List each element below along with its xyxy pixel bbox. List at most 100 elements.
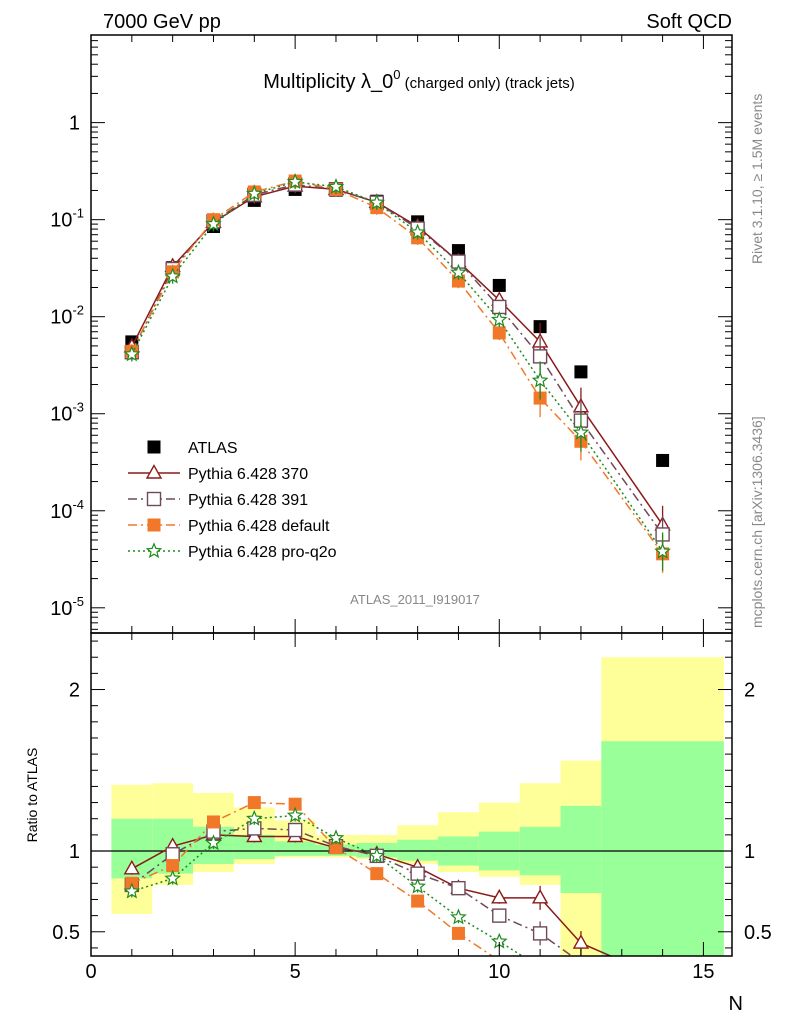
main-plot-data [123, 173, 671, 573]
data-point [450, 263, 467, 280]
data-point [164, 869, 182, 886]
data-point [165, 847, 180, 862]
data-point [409, 223, 427, 240]
data-point [656, 453, 670, 467]
legend-marker [145, 464, 163, 479]
data-point [123, 345, 141, 362]
data-point [574, 365, 588, 379]
data-point [451, 244, 465, 258]
y-tick-label: 10-5 [50, 594, 84, 620]
data-point [490, 311, 508, 327]
data-point [287, 822, 303, 838]
ratio-y-tick-label-right: 1 [744, 841, 755, 863]
ratio-plot-data [123, 796, 613, 956]
data-point [368, 847, 386, 863]
legend-entry: Pythia 6.428 pro-q2o [128, 542, 337, 561]
data-point [288, 797, 302, 811]
data-point [492, 326, 506, 340]
series-3 [123, 806, 524, 956]
data-point [450, 908, 467, 925]
y-tick-label: 1 [69, 113, 80, 135]
data-point [572, 934, 590, 949]
ratio-y-tick-label: 2 [69, 680, 80, 702]
legend-entry: ATLAS [147, 440, 238, 457]
data-point [532, 349, 548, 364]
legend-label: Pythia 6.428 370 [188, 466, 308, 483]
x-tick-label: 10 [488, 961, 510, 983]
legend-marker [146, 491, 162, 507]
legend-entry: Pythia 6.428 default [128, 518, 330, 535]
band-inner [601, 741, 724, 956]
band-inner [397, 839, 439, 861]
x-tick-label: 15 [692, 961, 714, 983]
series-1 [123, 177, 671, 545]
data-point [329, 841, 343, 855]
data-point [247, 796, 261, 810]
x-tick-label: 0 [85, 961, 96, 983]
legend: ATLAS Pythia 6.428 370 Pythia 6.428 391 Pyt… [128, 440, 337, 561]
data-point [286, 806, 304, 823]
x-axis-label: N [729, 993, 743, 1015]
y-tick-label: 10-1 [50, 206, 84, 232]
data-point [245, 184, 263, 201]
side-label-rivet: Rivet 3.1.10, ≥ 1.5M events [749, 94, 765, 264]
data-point [411, 894, 425, 908]
title-sup: 0 [393, 67, 400, 82]
title-main: Multiplicity λ_0 [263, 71, 393, 93]
data-point [572, 423, 590, 440]
legend-label: Pythia 6.428 391 [188, 492, 308, 509]
data-point [492, 908, 507, 923]
axes: 0 5 10 15 10-5 10-4 10-3 10-2 10-1 1 0.5 0.5 1 1 2 2 [50, 34, 772, 983]
plot-title: Multiplicity λ_00 (charged only) (track … [263, 67, 575, 93]
data-point [409, 877, 427, 894]
data-point [532, 926, 548, 941]
y-tick-label: 10-3 [50, 400, 84, 426]
side-label-mcplots: mcplots.cern.ch [arXiv:1306.3436] [749, 416, 765, 628]
data-point [654, 542, 671, 559]
legend-entry: Pythia 6.428 391 [128, 491, 308, 509]
band-inner [274, 841, 316, 856]
ratio-bands [91, 657, 732, 956]
legend-marker [147, 518, 161, 532]
legend-entry: Pythia 6.428 370 [128, 464, 308, 483]
analysis-id: ATLAS_2011_I919017 [350, 592, 480, 607]
data-point [327, 177, 345, 194]
legend-marker [145, 542, 163, 559]
data-point [164, 267, 182, 284]
data-point [531, 888, 549, 904]
data-point [286, 173, 304, 189]
data-point [205, 834, 222, 851]
data-point [205, 215, 222, 232]
legend-label: Pythia 6.428 pro-q2o [188, 544, 337, 561]
series-4 [123, 173, 671, 571]
y-tick-label: 10-2 [50, 303, 84, 329]
series-3 [125, 173, 670, 573]
data-point [368, 193, 386, 210]
ratio-y-tick-label-right: 0.5 [744, 922, 772, 944]
data-point [491, 888, 508, 904]
legend-label: Pythia 6.428 default [188, 518, 330, 535]
ratio-y-tick-label: 0.5 [52, 922, 80, 944]
title-tail: (charged only) (track jets) [401, 75, 575, 92]
ratio-frame [90, 632, 733, 957]
data-point [123, 882, 141, 899]
x-tick-label: 5 [290, 961, 301, 983]
data-point [166, 859, 180, 873]
ratio-y-tick-label: 1 [69, 841, 80, 863]
data-point [370, 867, 384, 881]
data-point [123, 859, 141, 875]
ratio-ylabel: Ratio to ATLAS [24, 748, 40, 843]
data-point [531, 371, 549, 388]
header-left: 7000 GeV pp [103, 11, 221, 33]
band-inner [560, 805, 602, 894]
data-point [327, 829, 345, 846]
data-point [492, 278, 506, 292]
data-point [206, 815, 220, 829]
legend-marker [147, 440, 161, 454]
data-point [245, 809, 263, 826]
y-tick-label: 10-4 [50, 497, 84, 523]
ratio-y-tick-label-right: 2 [744, 680, 755, 702]
header-right: Soft QCD [646, 11, 732, 33]
data-point [451, 926, 465, 940]
